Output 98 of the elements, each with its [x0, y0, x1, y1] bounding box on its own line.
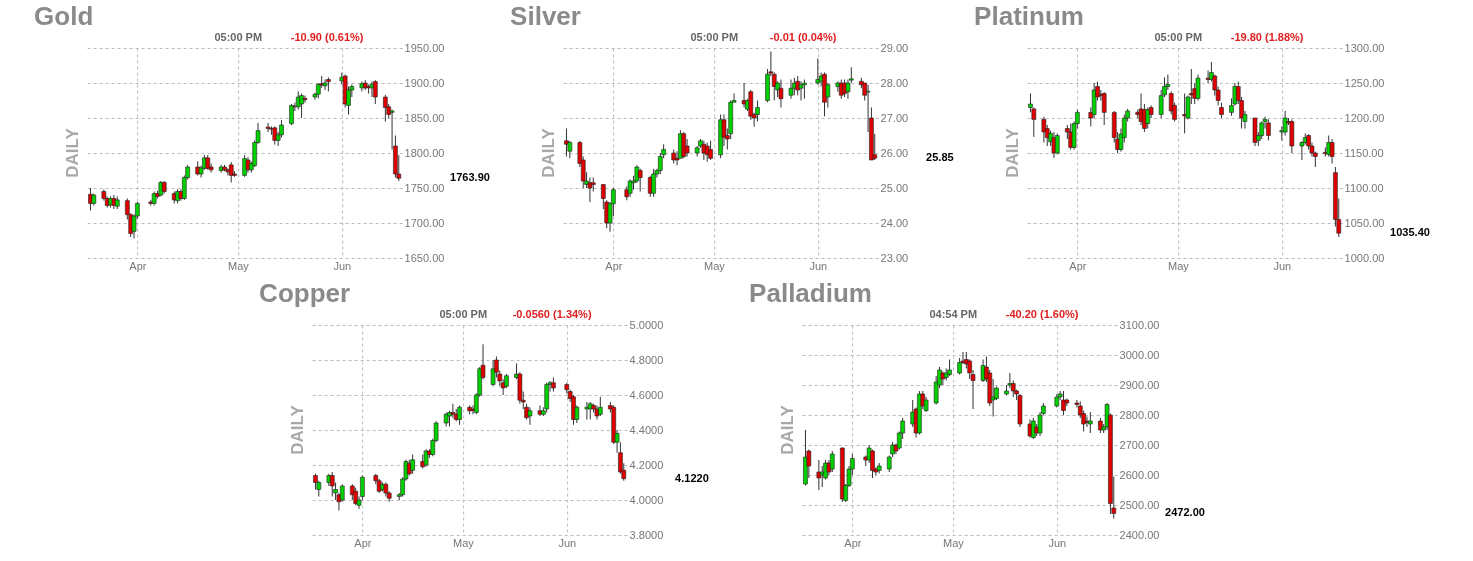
y-tick-label: 24.00: [880, 216, 909, 229]
candlestick: [835, 80, 841, 93]
candlestick: [1084, 416, 1090, 428]
candlestick: [1329, 138, 1335, 164]
y-tick-label: 23.00: [880, 251, 909, 264]
y-axis-title: DAILY: [288, 404, 308, 455]
text: 25.85: [926, 151, 954, 164]
y-tick-label: 1750.00: [404, 181, 445, 194]
x-tick-label: Apr: [1069, 259, 1087, 272]
y-tick-label: 4.2000: [629, 458, 664, 471]
x-tick-label: Apr: [844, 536, 862, 549]
candlestick: [322, 79, 328, 91]
text: -19.80 (1.88%): [1230, 31, 1304, 43]
y-tick-label: 2800.00: [1119, 408, 1160, 421]
text: -0.0560 (1.34%): [512, 308, 592, 320]
y-axis-title: DAILY: [778, 404, 798, 455]
y-tick-label: 4.0000: [629, 493, 664, 506]
candlestick: [741, 82, 747, 108]
candlestick: [598, 396, 603, 417]
candlestick: [1088, 411, 1093, 434]
y-tick-label: 3.8000: [629, 528, 664, 541]
x-tick-label: Apr: [605, 259, 623, 272]
x-tick-label: May: [943, 536, 965, 549]
x-tick-label: Jun: [1048, 536, 1067, 549]
y-tick-label: 1850.00: [404, 111, 445, 124]
text: 05:00 PM: [439, 308, 488, 320]
y-tick-label: 1700.00: [404, 216, 445, 229]
y-axis-title: DAILY: [539, 127, 559, 178]
text: 05:00 PM: [1154, 31, 1203, 43]
x-tick-label: Apr: [354, 536, 372, 549]
y-tick-label: 2500.00: [1119, 498, 1160, 511]
y-tick-label: 2600.00: [1119, 468, 1160, 481]
y-tick-label: 2400.00: [1119, 528, 1160, 541]
x-tick-label: Jun: [809, 259, 828, 272]
x-tick-label: Jun: [333, 259, 352, 272]
candlestick: [829, 450, 835, 473]
text: 1035.40: [1390, 226, 1430, 239]
y-tick-label: 4.4000: [629, 423, 664, 436]
candlestick: [1266, 118, 1271, 141]
text: 04:54 PM: [929, 308, 978, 320]
y-tick-label: 1000.00: [1344, 251, 1385, 264]
text: 4.1220: [675, 471, 709, 484]
y-tick-label: 29.00: [880, 41, 909, 54]
x-tick-label: May: [704, 259, 726, 272]
y-axis-title: DAILY: [1003, 127, 1023, 178]
y-tick-label: 1300.00: [1344, 41, 1385, 54]
candlestick: [819, 465, 825, 488]
x-tick-label: May: [228, 259, 250, 272]
y-tick-label: 4.8000: [629, 353, 664, 366]
y-tick-label: 1900.00: [404, 76, 445, 89]
text: 1763.90: [450, 171, 490, 184]
candlestick: [1195, 74, 1201, 101]
text: -40.20 (1.60%): [1005, 308, 1079, 320]
y-tick-label: 1050.00: [1344, 216, 1385, 229]
y-axis-title: DAILY: [63, 127, 83, 178]
y-tick-label: 3100.00: [1119, 318, 1160, 331]
chart-title: Silver: [510, 1, 581, 31]
candlestick: [299, 93, 304, 119]
y-tick-label: 1800.00: [404, 146, 445, 159]
y-tick-label: 1150.00: [1344, 146, 1384, 159]
y-tick-label: 2700.00: [1119, 438, 1160, 451]
candlestick: [637, 168, 643, 192]
x-tick-label: Jun: [1273, 259, 1292, 272]
x-tick-label: May: [1168, 259, 1190, 272]
y-tick-label: 3000.00: [1119, 348, 1160, 361]
y-tick-label: 1200.00: [1344, 111, 1385, 124]
chart-title: Copper: [259, 278, 351, 308]
y-tick-label: 1100.00: [1344, 181, 1384, 194]
text: -10.90 (0.61%): [290, 31, 364, 43]
y-tick-label: 4.6000: [629, 388, 664, 401]
candlestick: [802, 79, 807, 100]
y-tick-label: 25.00: [880, 181, 909, 194]
y-tick-label: 26.00: [880, 146, 909, 159]
candlestick: [302, 95, 308, 104]
candlestick: [1041, 116, 1047, 143]
y-tick-label: 1250.00: [1344, 76, 1385, 89]
candlestick: [798, 80, 804, 101]
candlestick: [527, 406, 533, 426]
y-tick-label: 2900.00: [1119, 378, 1160, 391]
x-tick-label: May: [453, 536, 475, 549]
y-tick-label: 1950.00: [404, 41, 445, 54]
y-tick-label: 5.0000: [629, 318, 664, 331]
text: 05:00 PM: [690, 31, 739, 43]
x-tick-label: Jun: [558, 536, 577, 549]
text: -0.01 (0.04%): [769, 31, 837, 43]
chart-title: Palladium: [749, 278, 872, 308]
text: 2472.00: [1165, 506, 1205, 519]
chart-title: Gold: [34, 1, 94, 31]
y-tick-label: 1650.00: [404, 251, 445, 264]
y-tick-label: 28.00: [880, 76, 909, 89]
candlestick: [373, 79, 378, 105]
candlestick: [1205, 69, 1211, 84]
text: 05:00 PM: [214, 31, 263, 43]
candlestick: [289, 103, 294, 126]
y-tick-label: 27.00: [880, 111, 909, 124]
x-tick-label: Apr: [129, 259, 147, 272]
chart-title: Platinum: [974, 1, 1084, 31]
candlestick: [1145, 107, 1151, 129]
